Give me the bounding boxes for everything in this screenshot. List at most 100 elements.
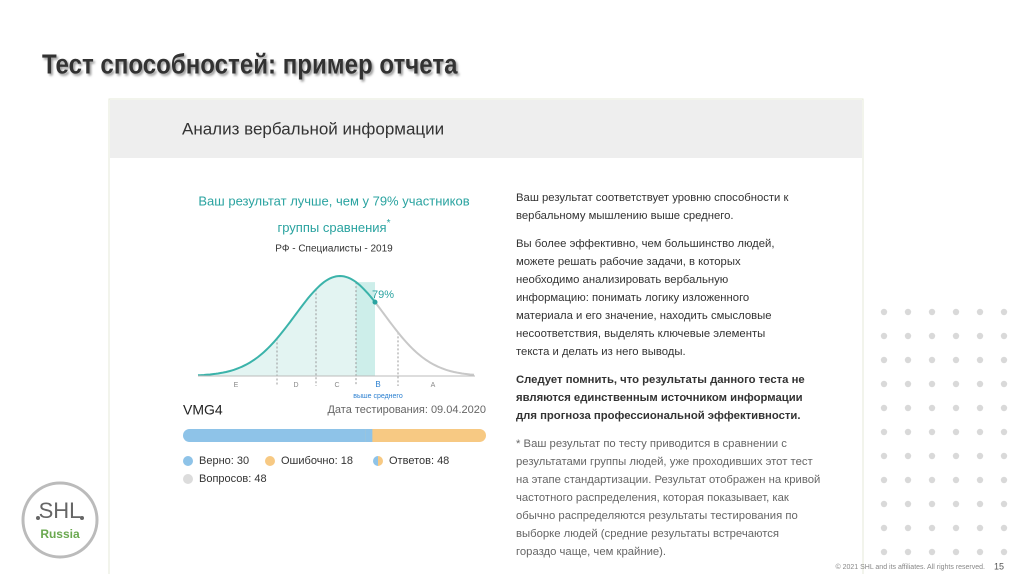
- dot: [880, 356, 888, 364]
- grade-label: D: [293, 382, 298, 389]
- dot: [976, 404, 984, 412]
- description-line: * Ваш результат по тесту приводится в ср…: [516, 438, 787, 450]
- stat-value: 48: [437, 455, 449, 467]
- dot: [976, 452, 984, 460]
- description-line: результатами группы людей, уже проходивш…: [516, 456, 813, 468]
- description-line: вербальному мышлению выше среднего.: [516, 210, 734, 222]
- grade-label: C: [334, 382, 339, 389]
- dot: [904, 356, 912, 364]
- dot: [904, 332, 912, 340]
- dot: [928, 404, 936, 412]
- logo-name: SHL: [39, 498, 82, 523]
- dot: [880, 332, 888, 340]
- grade-label: B: [375, 380, 380, 389]
- dot: [1000, 404, 1008, 412]
- description-line: для прогноза профессиональной эффективно…: [516, 410, 801, 422]
- test-name: VMG4: [183, 402, 223, 418]
- dot: [952, 428, 960, 436]
- description-line: гораздо чаще, чем крайние).: [516, 546, 666, 558]
- grade-note: выше среднего: [353, 393, 403, 400]
- dot: [880, 524, 888, 532]
- stat-text: Ответов: 48: [389, 455, 449, 467]
- dot: [976, 476, 984, 484]
- dot: [976, 548, 984, 556]
- stats: Верно: 30 Ошибочно: 18 Ответов: 48 Вопросов…: [183, 429, 486, 485]
- result-line: Ваш результат лучше, чем у 79% участнико…: [198, 193, 469, 208]
- card-title: Анализ вербальной информации: [182, 119, 444, 138]
- stat-text: Верно: 30: [199, 455, 249, 467]
- dot: [928, 380, 936, 388]
- dot: [904, 476, 912, 484]
- dot: [904, 428, 912, 436]
- dot: [904, 500, 912, 508]
- stat-value: 30: [237, 455, 249, 467]
- marker-label: 79%: [372, 289, 394, 301]
- legend-dot: [378, 456, 383, 466]
- result-line: группы сравнения*: [277, 218, 390, 236]
- dot: [928, 524, 936, 532]
- bar-correct: [183, 429, 373, 442]
- result-marker: [372, 299, 378, 305]
- dot: [976, 500, 984, 508]
- dot: [904, 452, 912, 460]
- dot: [976, 332, 984, 340]
- dot: [880, 428, 888, 436]
- dot: [1000, 428, 1008, 436]
- grade-label: A: [431, 382, 436, 389]
- dot: [1000, 452, 1008, 460]
- logo-region: Russia: [40, 527, 80, 541]
- logo-dot: [36, 516, 40, 520]
- dot: [904, 380, 912, 388]
- dot: [952, 500, 960, 508]
- logo-ring: [21, 481, 99, 559]
- dot: [880, 548, 888, 556]
- dot: [904, 308, 912, 316]
- legend-dot: [373, 456, 378, 466]
- card-header: [110, 100, 862, 158]
- curve-left: [197, 274, 375, 377]
- dot: [904, 404, 912, 412]
- bar-wrong: [372, 429, 486, 442]
- dot: [1000, 332, 1008, 340]
- page-number: 15: [994, 561, 1004, 571]
- stat-label: Ошибочно:: [281, 455, 338, 467]
- dot: [976, 428, 984, 436]
- dot: [928, 308, 936, 316]
- description-line: выборке людей (средние результаты встреч…: [516, 528, 779, 540]
- dot: [928, 476, 936, 484]
- dot-pattern: [880, 308, 1008, 556]
- grade-label: E: [234, 382, 239, 389]
- dot: [1000, 500, 1008, 508]
- dot: [952, 452, 960, 460]
- stat-value: 18: [341, 455, 353, 467]
- dot: [952, 548, 960, 556]
- stat-text: Ошибочно: 18: [281, 455, 353, 467]
- legend-dot: [183, 456, 193, 466]
- stat-text: Вопросов: 48: [199, 473, 267, 485]
- dot: [880, 452, 888, 460]
- description: Ваш результат соответствует уровню спосо…: [516, 192, 820, 558]
- dot: [928, 356, 936, 364]
- stat-label: Вопросов:: [199, 473, 251, 485]
- dot: [928, 428, 936, 436]
- dot: [1000, 476, 1008, 484]
- dot: [1000, 308, 1008, 316]
- dot: [976, 308, 984, 316]
- slide-title: Тест способностей: пример отчета: [42, 48, 458, 80]
- description-line: Вы более эффективно, чем большинство люд…: [516, 238, 775, 250]
- report-card: [108, 98, 864, 574]
- dot: [928, 548, 936, 556]
- dot: [952, 524, 960, 532]
- dot: [928, 452, 936, 460]
- description-line: на этапе стандартизации. Результат отобр…: [516, 474, 820, 486]
- description-line: обычно распределяются результаты тестиро…: [516, 510, 798, 522]
- description-line: необходимо анализировать вербальную: [516, 274, 728, 286]
- description-line: можете решать рабочие задачи, в которых: [516, 256, 741, 268]
- description-line: частотного распределения, которая показы…: [516, 492, 789, 504]
- bar-join: [365, 429, 373, 442]
- description-line: несоответствия, выделять ключевые элемен…: [516, 328, 765, 340]
- dot: [952, 356, 960, 364]
- dot: [880, 404, 888, 412]
- dot: [976, 380, 984, 388]
- description-line: Следует помнить, что результаты данного …: [516, 374, 805, 386]
